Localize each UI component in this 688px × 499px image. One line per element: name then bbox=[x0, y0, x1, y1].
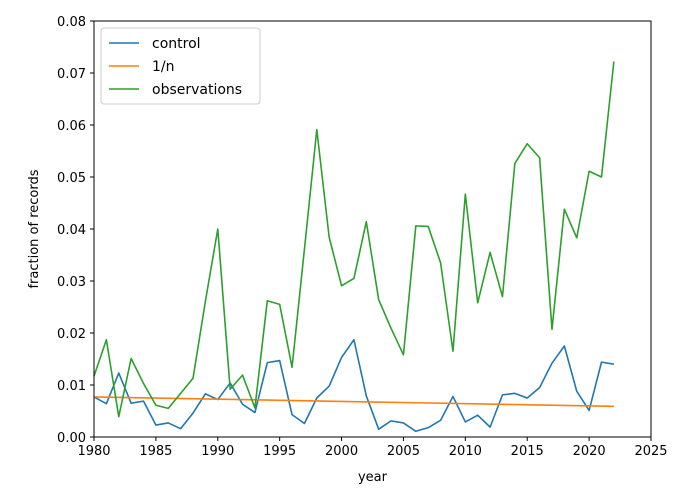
x-tick-label: 2015 bbox=[511, 444, 544, 459]
legend-label: control bbox=[152, 36, 201, 52]
y-tick-label: 0.02 bbox=[57, 327, 86, 342]
legend-box bbox=[100, 27, 261, 105]
y-tick-label: 0.05 bbox=[57, 171, 86, 186]
y-tick-label: 0.00 bbox=[57, 431, 86, 446]
y-tick-label: 0.03 bbox=[57, 275, 86, 290]
y-tick-label: 0.08 bbox=[57, 15, 86, 30]
x-axis: 1980 1985 1990 1995 2000 2005 2010 2015 2020 2025 bbox=[77, 437, 668, 459]
y-axis: 0.00 0.01 0.02 0.03 0.04 0.05 0.06 0.07 0.08 bbox=[57, 15, 94, 446]
x-tick-label: 1990 bbox=[201, 444, 234, 459]
y-tick-label: 0.01 bbox=[57, 379, 86, 394]
x-tick-label: 2025 bbox=[634, 444, 667, 459]
series-line-0 bbox=[93, 338, 615, 433]
x-tick-label: 2005 bbox=[387, 444, 420, 459]
y-tick-label: 0.06 bbox=[57, 119, 86, 134]
x-tick-label: 2000 bbox=[325, 444, 358, 459]
y-tick-label: 0.04 bbox=[57, 223, 86, 238]
x-tick-label: 2010 bbox=[449, 444, 482, 459]
x-axis-label: year bbox=[358, 470, 388, 485]
x-tick-label: 2020 bbox=[573, 444, 606, 459]
legend-label: observations bbox=[152, 82, 242, 98]
y-axis-label: fraction of records bbox=[27, 169, 42, 288]
series-line-1 bbox=[93, 396, 614, 408]
legend: control 1/n observations bbox=[100, 27, 261, 105]
x-tick-label: 1985 bbox=[139, 444, 172, 459]
x-tick-label: 1980 bbox=[77, 444, 110, 459]
series-line-2 bbox=[93, 61, 615, 418]
legend-label: 1/n bbox=[152, 59, 175, 75]
x-tick-label: 1995 bbox=[263, 444, 296, 459]
y-tick-label: 0.07 bbox=[57, 67, 86, 82]
series-layer bbox=[93, 61, 615, 433]
